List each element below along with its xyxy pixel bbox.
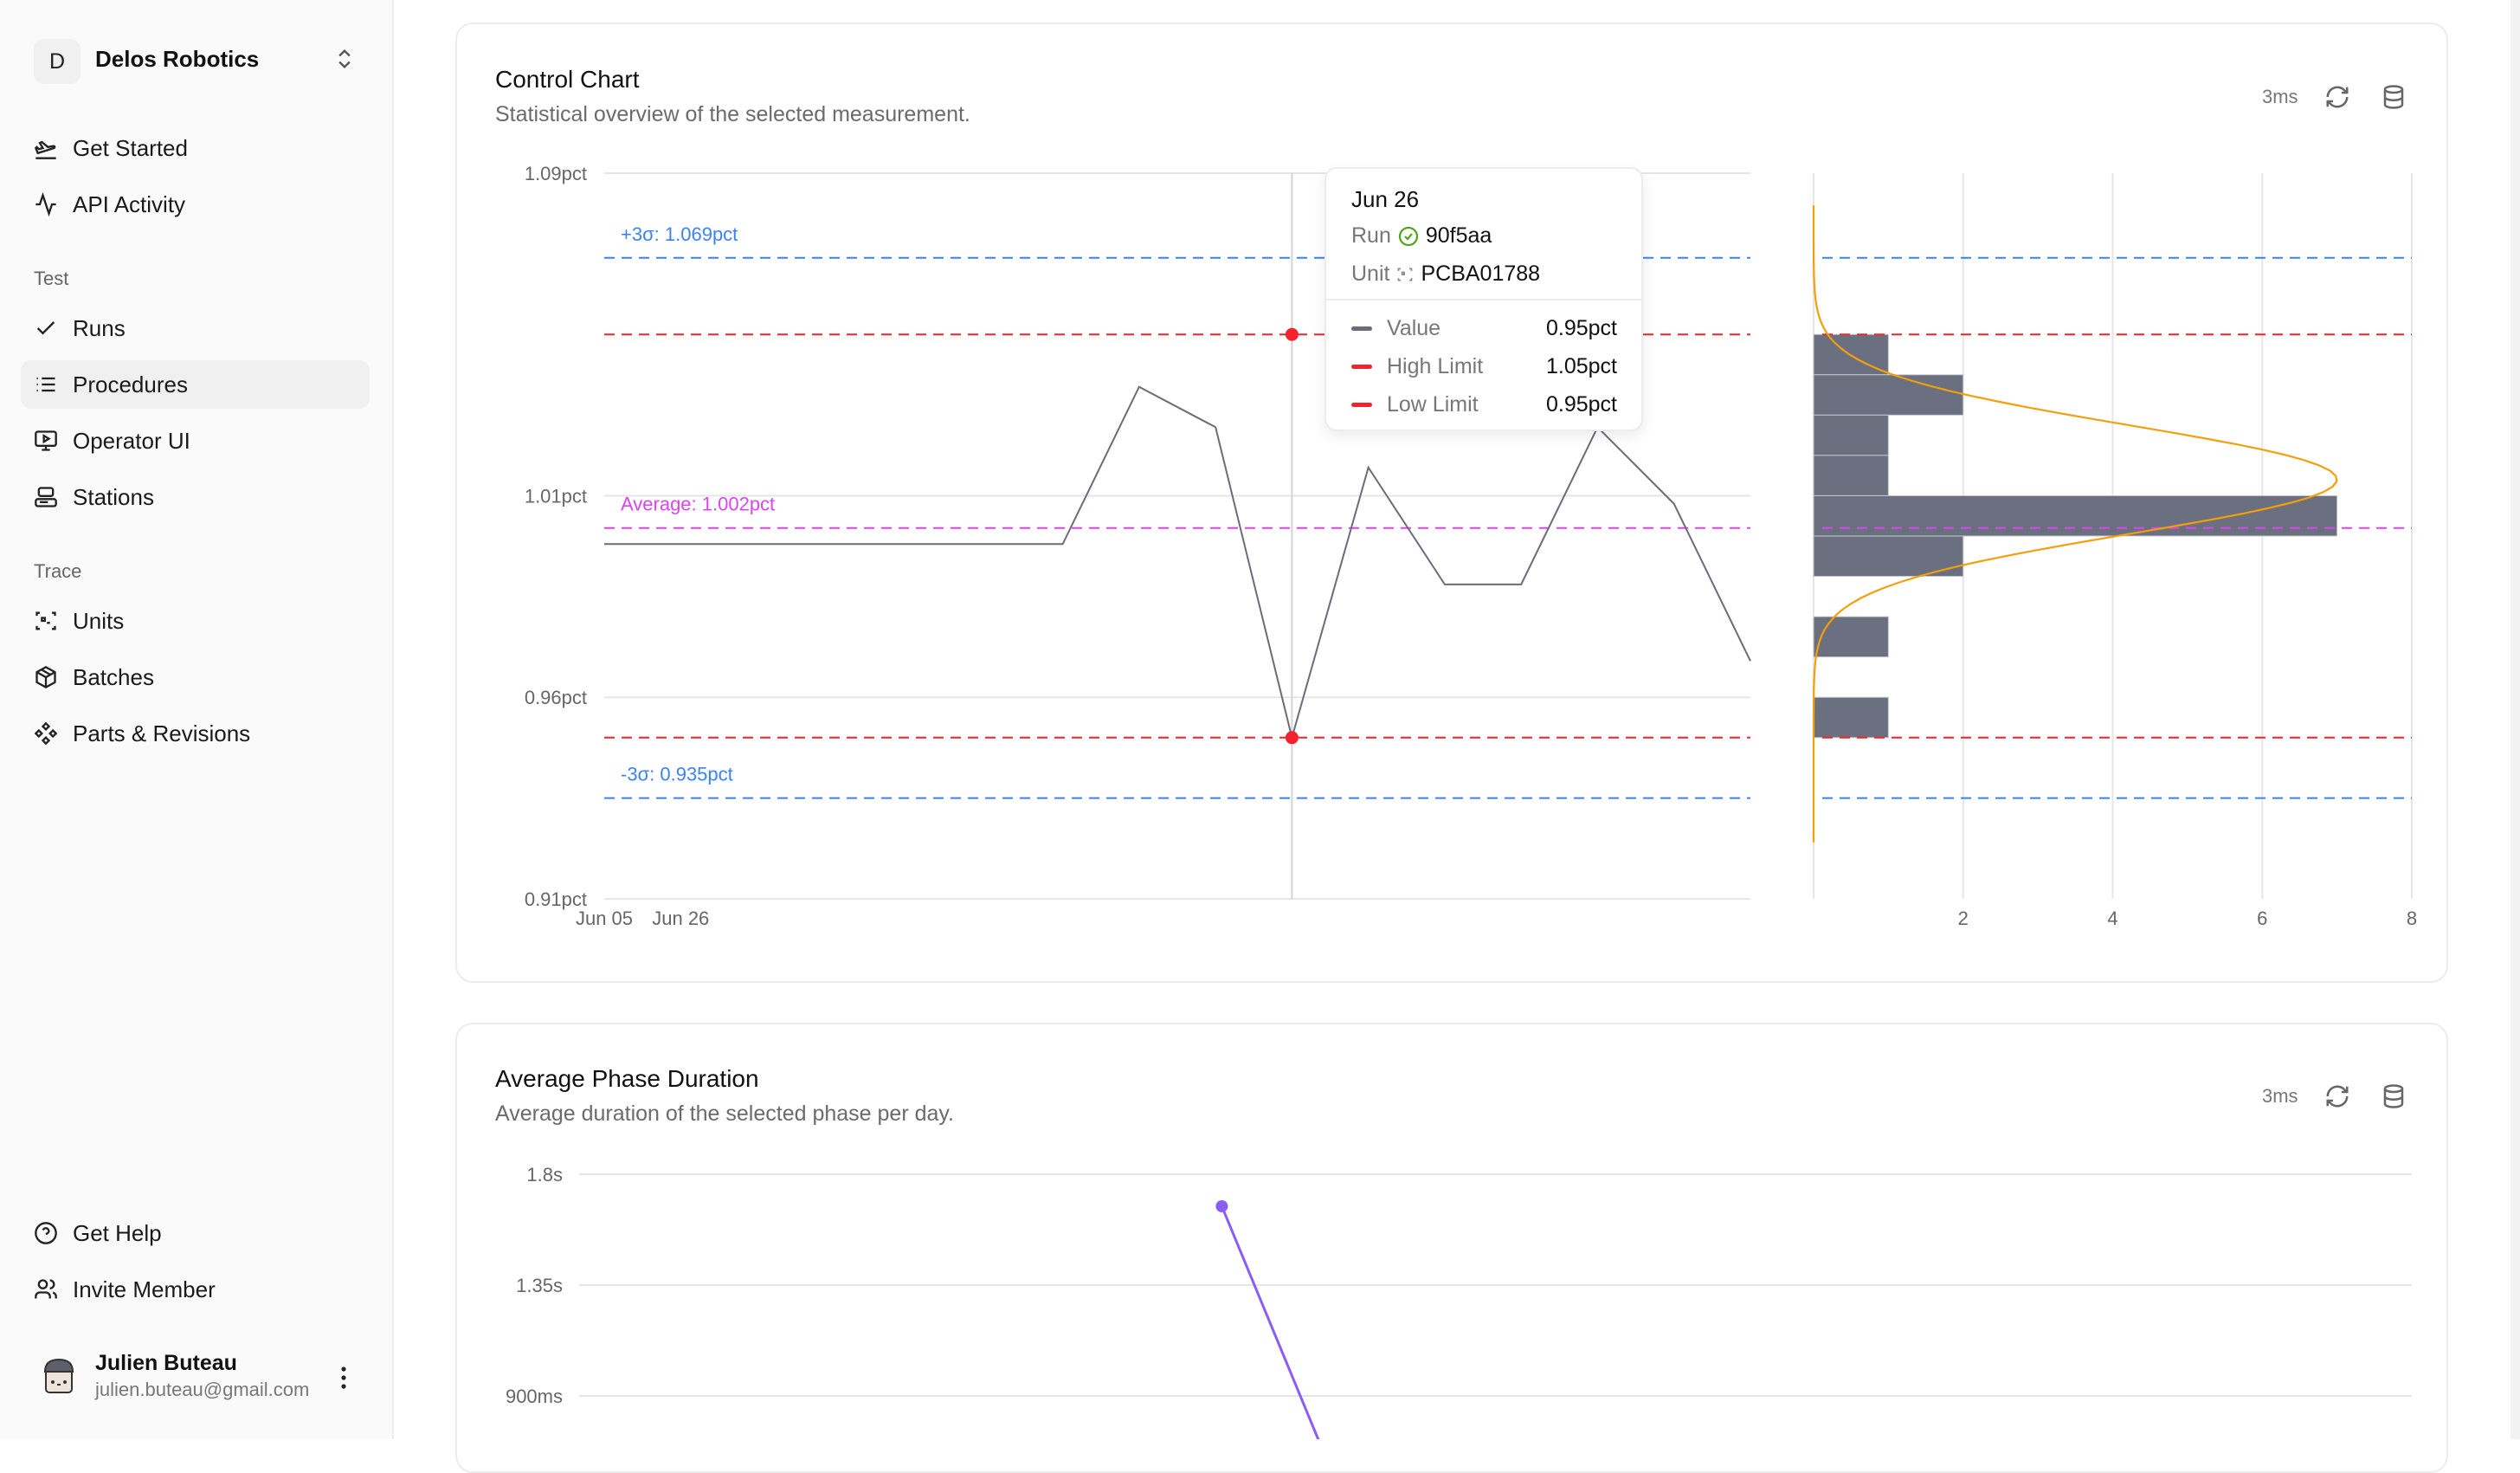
sidebar-item-label: Get Started xyxy=(73,134,188,161)
check-circle-icon xyxy=(1398,226,1418,246)
tooltip-run-label: Run xyxy=(1351,223,1391,248)
scan-icon xyxy=(35,611,56,630)
database-icon[interactable] xyxy=(2381,84,2407,110)
tooltip-row-high-limit: High Limit 1.05pct xyxy=(1351,354,1617,379)
sidebar-item-label: Parts & Revisions xyxy=(73,720,251,746)
low-limit-swatch xyxy=(1351,403,1372,407)
tooltip-unit-id[interactable]: PCBA01788 xyxy=(1421,262,1541,286)
high-limit-swatch xyxy=(1351,365,1372,369)
org-name[interactable]: Delos Robotics xyxy=(95,46,260,72)
sidebar-item-invite-member[interactable]: Invite Member xyxy=(21,1265,370,1314)
refresh-icon[interactable] xyxy=(2324,1083,2350,1109)
sidebar-item-label: Operator UI xyxy=(73,427,190,454)
card-title: Control Chart xyxy=(495,66,640,93)
more-vertical-icon[interactable] xyxy=(336,1365,351,1391)
users-icon xyxy=(35,1279,57,1299)
database-icon[interactable] xyxy=(2381,1083,2407,1109)
row-label: High Limit xyxy=(1387,354,1484,378)
card-title: Average Phase Duration xyxy=(495,1065,759,1092)
sidebar-item-label: Procedures xyxy=(73,371,188,397)
row-value: 0.95pct xyxy=(1545,316,1617,340)
refresh-icon[interactable] xyxy=(2324,84,2350,110)
components-icon xyxy=(34,721,58,746)
row-label: Value xyxy=(1387,316,1441,340)
user-email: julien.buteau@gmail.com xyxy=(95,1379,310,1400)
sidebar-item-label: Batches xyxy=(73,663,154,690)
plane-takeoff-icon xyxy=(34,140,56,159)
sidebar-item-runs[interactable]: Runs xyxy=(21,304,370,352)
tooltip-date: Jun 26 xyxy=(1351,186,1420,212)
scan-icon xyxy=(1398,268,1413,281)
sidebar-item-procedures[interactable]: Procedures xyxy=(21,360,370,409)
check-icon xyxy=(36,321,55,335)
sidebar-item-batches[interactable]: Batches xyxy=(21,653,370,701)
phase-duration-card: Average Phase Duration Average duration … xyxy=(455,1023,2448,1473)
sidebar-item-label: API Activity xyxy=(73,191,186,217)
sidebar-item-parts-revisions[interactable]: Parts & Revisions xyxy=(21,709,370,758)
sidebar-item-stations[interactable]: Stations xyxy=(21,473,370,521)
sidebar: D Delos Robotics Get Started API Activit… xyxy=(0,0,394,1439)
tooltip-run: Run 90f5aa xyxy=(1351,223,1492,249)
sidebar-item-label: Units xyxy=(73,607,125,634)
section-test: Test xyxy=(34,268,69,289)
tooltip-unit: Unit PCBA01788 xyxy=(1351,262,1540,287)
sidebar-item-get-started[interactable]: Get Started xyxy=(21,124,370,172)
tooltip-row-low-limit: Low Limit 0.95pct xyxy=(1351,392,1617,417)
sidebar-item-label: Get Help xyxy=(73,1219,162,1246)
sidebar-item-operator-ui[interactable]: Operator UI xyxy=(21,417,370,465)
card-subtitle: Average duration of the selected phase p… xyxy=(495,1102,954,1126)
activity-icon xyxy=(35,192,56,216)
value-swatch xyxy=(1351,326,1372,331)
list-icon xyxy=(36,377,55,392)
help-circle-icon xyxy=(35,1222,57,1244)
monitor-play-icon xyxy=(35,430,57,451)
org-avatar[interactable]: D xyxy=(34,39,81,84)
sidebar-item-label: Stations xyxy=(73,483,154,510)
row-value: 1.05pct xyxy=(1545,354,1617,378)
tooltip-unit-label: Unit xyxy=(1351,262,1390,286)
row-value: 0.95pct xyxy=(1545,392,1617,417)
user-name: Julien Buteau xyxy=(95,1351,237,1375)
tooltip-divider xyxy=(1326,299,1641,300)
query-timing: 3ms xyxy=(2262,86,2298,107)
tooltip-run-id[interactable]: 90f5aa xyxy=(1425,223,1492,248)
card-subtitle: Statistical overview of the selected mea… xyxy=(495,102,970,126)
chevrons-up-down-icon[interactable] xyxy=(332,45,357,73)
box-icon xyxy=(35,665,56,689)
tooltip-row-value: Value 0.95pct xyxy=(1351,316,1617,341)
sidebar-item-get-help[interactable]: Get Help xyxy=(21,1209,370,1257)
sidebar-item-label: Runs xyxy=(73,314,126,341)
avatar[interactable] xyxy=(42,1358,76,1396)
query-timing: 3ms xyxy=(2262,1085,2298,1107)
chart-tooltip: Jun 26 Run 90f5aa Unit PCBA01788 Value 0.… xyxy=(1324,167,1643,431)
sidebar-item-label: Invite Member xyxy=(73,1276,216,1302)
sidebar-item-api-activity[interactable]: API Activity xyxy=(21,180,370,229)
row-label: Low Limit xyxy=(1387,392,1479,417)
scrollbar[interactable] xyxy=(2510,0,2520,1439)
station-icon xyxy=(35,487,57,507)
section-trace: Trace xyxy=(34,560,82,582)
sidebar-item-units[interactable]: Units xyxy=(21,597,370,645)
